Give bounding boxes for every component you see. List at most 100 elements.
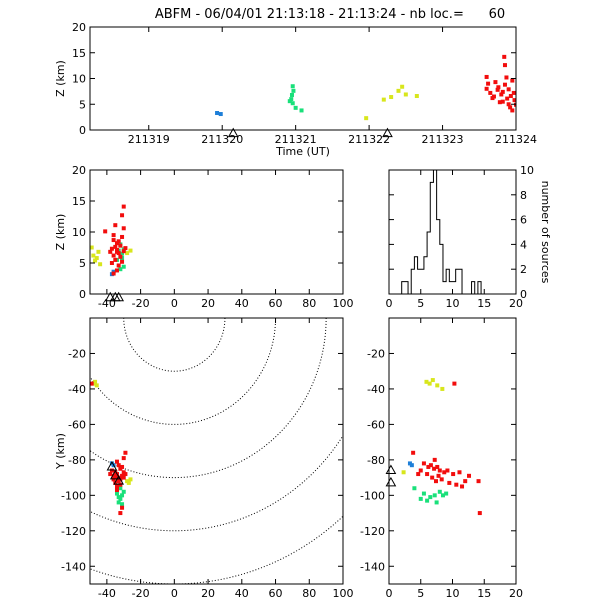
data-point-red bbox=[120, 464, 125, 469]
data-point-green bbox=[116, 500, 121, 505]
y-axis-label: Y (km) bbox=[54, 433, 67, 470]
data-point-green bbox=[118, 496, 123, 501]
data-point-yellow bbox=[424, 379, 429, 384]
x-tick-label: 40 bbox=[235, 587, 249, 600]
y-tick-label: -80 bbox=[68, 454, 86, 467]
data-point-red bbox=[439, 477, 444, 482]
data-point-green bbox=[121, 264, 126, 269]
x-tick-label: 211321 bbox=[275, 133, 317, 146]
data-point-red bbox=[416, 472, 421, 477]
y-tick-label: 6 bbox=[520, 214, 527, 227]
data-point-green bbox=[293, 105, 298, 110]
data-point-red bbox=[411, 450, 416, 455]
data-point-red bbox=[121, 475, 126, 480]
data-point-green bbox=[287, 99, 292, 104]
data-point-red bbox=[486, 81, 491, 86]
x-tick-label: 211323 bbox=[422, 133, 464, 146]
x-tick-label: 40 bbox=[235, 297, 249, 310]
data-point-red bbox=[118, 482, 123, 487]
data-point-red bbox=[435, 464, 440, 469]
x-tick-label: 80 bbox=[302, 297, 316, 310]
y-tick-label: 15 bbox=[72, 195, 86, 208]
data-point-blue bbox=[409, 463, 414, 468]
data-point-red bbox=[121, 249, 126, 254]
data-point-red bbox=[108, 249, 113, 254]
data-point-green bbox=[444, 491, 449, 496]
data-point-red bbox=[490, 96, 495, 101]
data-point-yellow bbox=[400, 84, 405, 89]
x-tick-label: 0 bbox=[386, 587, 393, 600]
y-tick-label: -40 bbox=[367, 383, 385, 396]
data-point-yellow bbox=[96, 249, 101, 254]
data-point-red bbox=[116, 263, 121, 268]
data-point-red bbox=[113, 257, 118, 262]
x-tick-label: -20 bbox=[132, 587, 150, 600]
data-point-red bbox=[484, 86, 489, 91]
data-point-red bbox=[484, 74, 489, 79]
x-y-plan-view-panel: -40 -20 0 20 40 60 80 100 -140 -120 -100 -80 -60 -40 -… bbox=[54, 317, 354, 600]
data-point-red bbox=[496, 85, 501, 90]
y-tick-label: -140 bbox=[360, 560, 385, 573]
data-point-red bbox=[123, 472, 128, 477]
data-point-green bbox=[437, 489, 442, 494]
data-point-red bbox=[460, 484, 465, 489]
y-tick-label: -20 bbox=[68, 347, 86, 360]
x-tick-label: 0 bbox=[171, 587, 178, 600]
y-tick-label: 5 bbox=[79, 257, 86, 270]
y-tick-label: 2 bbox=[520, 263, 527, 276]
range-ring bbox=[123, 318, 226, 372]
x-tick-label: 10 bbox=[446, 587, 460, 600]
data-point-red bbox=[120, 505, 125, 510]
data-point-red bbox=[90, 381, 94, 386]
y-tick-label: -100 bbox=[360, 489, 385, 502]
data-point-green bbox=[299, 108, 304, 113]
data-point-red bbox=[430, 475, 435, 480]
data-point-red bbox=[116, 463, 121, 468]
data-point-red bbox=[510, 78, 515, 83]
data-point-green bbox=[121, 489, 126, 494]
x-tick-label: -40 bbox=[98, 297, 116, 310]
data-point-yellow bbox=[128, 477, 133, 482]
y-tick-label: -60 bbox=[367, 418, 385, 431]
data-point-red bbox=[113, 475, 118, 480]
y-tick-label: 10 bbox=[72, 226, 86, 239]
data-point-green bbox=[434, 500, 439, 505]
x-tick-label: 100 bbox=[333, 297, 354, 310]
station-triangle-marker bbox=[227, 127, 239, 138]
x-tick-label: 80 bbox=[302, 587, 316, 600]
data-point-green bbox=[290, 84, 295, 89]
x-tick-label: 60 bbox=[269, 587, 283, 600]
data-point-red bbox=[114, 459, 119, 464]
data-point-red bbox=[109, 246, 114, 251]
data-point-green bbox=[118, 486, 123, 491]
y-tick-label: 10 bbox=[72, 73, 86, 86]
y-tick-label: 10 bbox=[520, 164, 534, 177]
data-point-red bbox=[118, 243, 123, 248]
x-axis-label: Time (UT) bbox=[275, 145, 330, 158]
x-tick-label: 20 bbox=[201, 297, 215, 310]
y-tick-label: 0 bbox=[79, 288, 86, 301]
data-point-yellow bbox=[93, 379, 98, 384]
data-point-red bbox=[499, 92, 504, 97]
data-point-red bbox=[508, 94, 513, 99]
data-point-green bbox=[289, 92, 294, 97]
y-tick-label: 20 bbox=[72, 21, 86, 34]
data-point-red bbox=[476, 479, 481, 484]
data-point-red bbox=[495, 87, 500, 92]
data-point-green bbox=[120, 251, 125, 256]
data-point-red bbox=[113, 223, 118, 228]
data-point-yellow bbox=[401, 470, 406, 475]
data-point-red bbox=[432, 457, 437, 462]
data-point-red bbox=[111, 253, 116, 258]
data-point-red bbox=[467, 473, 472, 478]
data-point-red bbox=[506, 87, 511, 92]
data-point-red bbox=[500, 89, 505, 94]
data-point-red bbox=[120, 259, 125, 264]
y-tick-label: -20 bbox=[367, 347, 385, 360]
x-tick-label: 211320 bbox=[201, 133, 243, 146]
data-point-red bbox=[121, 456, 126, 461]
data-point-yellow bbox=[427, 381, 432, 386]
data-point-red bbox=[512, 98, 516, 103]
x-tick-label: 5 bbox=[417, 297, 424, 310]
